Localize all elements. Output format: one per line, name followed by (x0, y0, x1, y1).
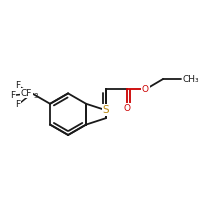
Text: F: F (15, 81, 20, 90)
Text: F: F (11, 91, 16, 100)
Text: O: O (142, 85, 149, 94)
Text: F: F (15, 100, 20, 109)
Text: S: S (103, 105, 109, 115)
Text: 3: 3 (33, 93, 37, 99)
Text: CH₃: CH₃ (183, 75, 199, 84)
Text: O: O (123, 104, 130, 113)
Text: CF: CF (21, 89, 32, 98)
